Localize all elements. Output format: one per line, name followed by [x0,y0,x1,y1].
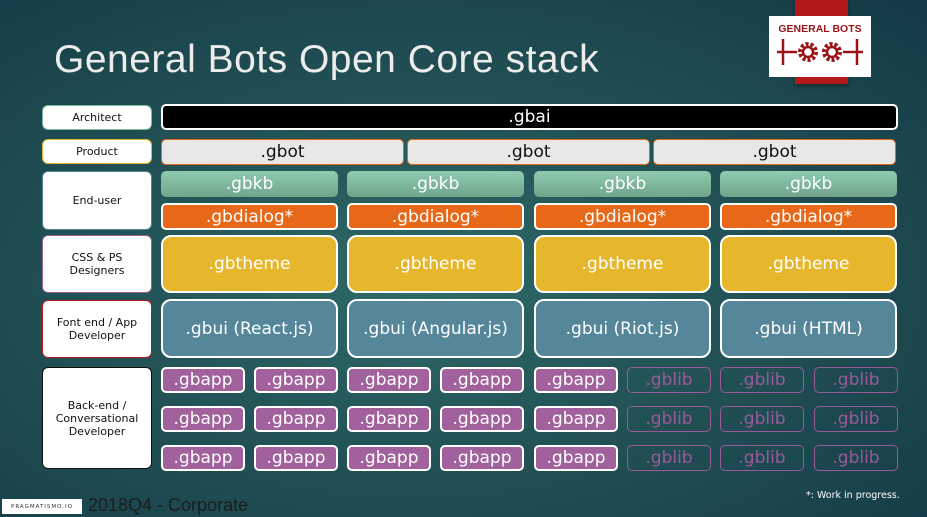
gblib-box: .gblib [814,406,898,432]
gbui-box: .gbui (Angular.js) [347,299,524,358]
role-label: CSS & PS Designers [42,235,152,293]
gblib-box: .gblib [720,406,804,432]
general-bots-logo: GENERAL BOTS [769,16,871,77]
gblib-box: .gblib [720,367,804,393]
gbapp-box: .gbapp [254,367,338,393]
gbtheme-box: .gbtheme [534,235,711,293]
footnote: *: Work in progress. [806,490,900,501]
gbapp-box: .gbapp [534,406,618,432]
gbapp-box: .gbapp [440,445,524,471]
gblib-box: .gblib [627,367,711,393]
gbkb-box: .gbkb [161,171,338,197]
gblib-box: .gblib [720,445,804,471]
role-label: End-user [42,171,152,230]
gbdialog-box: .gbdialog* [534,203,711,230]
gbkb-box: .gbkb [720,171,897,197]
role-label: Product [42,139,152,164]
gbdialog-box: .gbdialog* [161,203,338,230]
gbui-box: .gbui (Riot.js) [534,299,711,358]
gblib-box: .gblib [627,445,711,471]
gbot-box: .gbot [407,139,650,165]
gbapp-box: .gbapp [440,367,524,393]
gbot-box: .gbot [161,139,404,165]
gblib-box: .gblib [814,367,898,393]
gbkb-box: .gbkb [534,171,711,197]
gbapp-box: .gbapp [161,406,245,432]
gbapp-box: .gbapp [347,445,431,471]
role-label: Architect [42,105,152,130]
logo-text: GENERAL BOTS [778,23,862,35]
gbui-box: .gbui (React.js) [161,299,338,358]
gblib-box: .gblib [627,406,711,432]
gbdialog-box: .gbdialog* [720,203,897,230]
gbdialog-box: .gbdialog* [347,203,524,230]
role-label: Back-end / Conversational Developer [42,367,152,469]
gbapp-box: .gbapp [534,445,618,471]
gbkb-box: .gbkb [347,171,524,197]
gbai-layer: .gbai [161,104,898,130]
gbapp-box: .gbapp [254,445,338,471]
page-title: General Bots Open Core stack [54,38,600,81]
gbot-box: .gbot [653,139,896,165]
gbapp-box: .gbapp [534,367,618,393]
gbtheme-box: .gbtheme [161,235,338,293]
gbapp-box: .gbapp [161,445,245,471]
footer-text: 2018Q4 - Corporate [88,495,249,515]
gbapp-box: .gbapp [347,406,431,432]
gbapp-box: .gbapp [161,367,245,393]
gbui-box: .gbui (HTML) [720,299,897,358]
gbtheme-box: .gbtheme [720,235,897,293]
gblib-box: .gblib [814,445,898,471]
gears-icon [777,39,863,65]
pragmatismo-logo: PRAGMATISMO.IO [2,499,82,514]
role-label: Font end / App Developer [42,300,152,358]
gbapp-box: .gbapp [254,406,338,432]
gbtheme-box: .gbtheme [347,235,524,293]
gbapp-box: .gbapp [440,406,524,432]
gbapp-box: .gbapp [347,367,431,393]
